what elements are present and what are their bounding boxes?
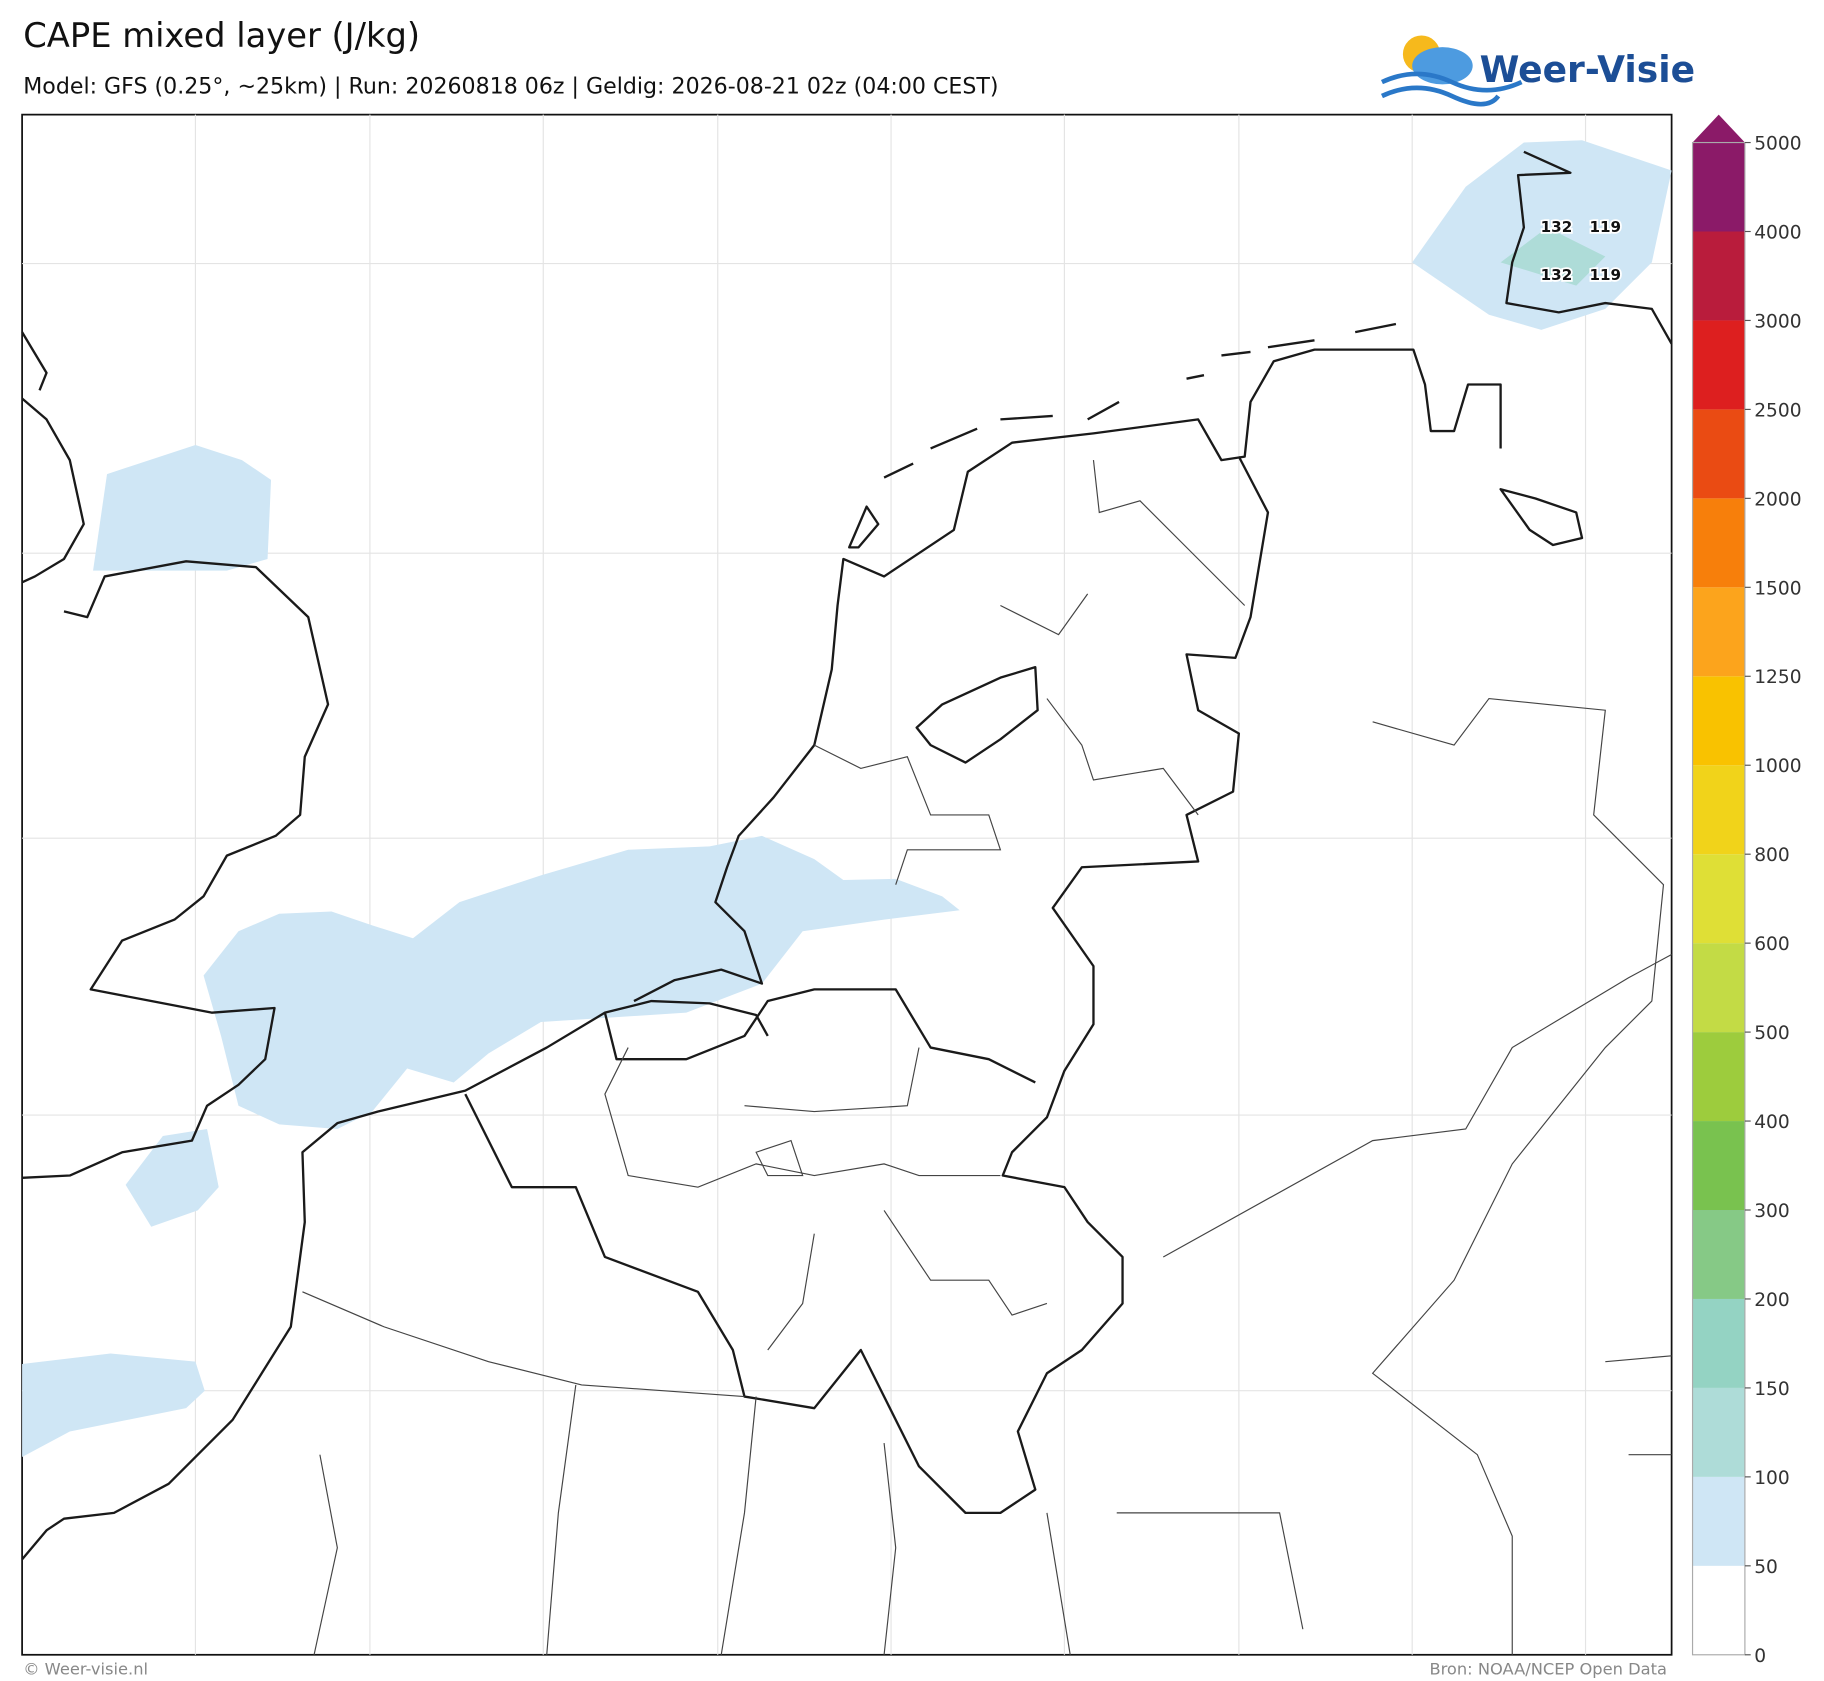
- colorbar: 0 50 100 150 200 300 400 500 600 800 1000 1250 1500 2…: [1691, 114, 1802, 1667]
- colorbar-band: [1692, 1032, 1745, 1122]
- colorbar-band: [1692, 409, 1745, 499]
- point-labels: 132 119 132 119: [1539, 216, 1623, 285]
- colorbar-tick-label: 200: [1754, 1290, 1790, 1311]
- colorbar-band: [1692, 676, 1745, 766]
- footer-right: Bron: NOAA/NCEP Open Data: [1429, 1660, 1667, 1679]
- colorbar-tick-label: 400: [1754, 1112, 1790, 1133]
- colorbar-tick-label: 1000: [1754, 756, 1801, 777]
- colorbar-band: [1692, 1565, 1745, 1655]
- colorbar-band: [1692, 320, 1745, 410]
- colorbar-extend: [1692, 114, 1745, 143]
- colorbar-tick-label: 50: [1754, 1557, 1778, 1578]
- point-label: 119: [1590, 266, 1622, 284]
- title: CAPE mixed layer (J/kg): [23, 16, 420, 55]
- colorbar-band: [1692, 1387, 1745, 1477]
- colorbar-band: [1692, 854, 1745, 944]
- logo: Weer-Visie: [1380, 35, 1695, 107]
- point-label: 119: [1590, 218, 1622, 236]
- colorbar-band: [1692, 1121, 1745, 1211]
- colorbar-tick-label: 800: [1754, 845, 1790, 866]
- colorbar-tick-label: 2500: [1754, 400, 1801, 421]
- cape-areas: [22, 140, 1672, 1458]
- colorbar-tick-label: 0: [1754, 1646, 1766, 1667]
- colorbar-tick-label: 1500: [1754, 578, 1801, 599]
- colorbar-tick-label: 2000: [1754, 489, 1801, 510]
- colorbar-tick-label: 5000: [1754, 134, 1801, 155]
- colorbar-band: [1692, 498, 1745, 588]
- colorbar-tick-label: 600: [1754, 934, 1790, 955]
- colorbar-band: [1692, 943, 1745, 1033]
- colorbar-frame: [1691, 141, 1746, 1656]
- colorbar-band: [1692, 142, 1745, 232]
- colorbar-band: [1692, 587, 1745, 677]
- subtitle: Model: GFS (0.25°, ~25km) | Run: 2026081…: [23, 74, 998, 100]
- colorbar-tick-label: 100: [1754, 1468, 1790, 1489]
- borders: [302, 456, 1672, 1655]
- logo-text: Weer-Visie: [1480, 49, 1695, 91]
- colorbar-tick-label: 500: [1754, 1023, 1790, 1044]
- colorbar-band: [1692, 1298, 1745, 1388]
- colorbar-band: [1692, 765, 1745, 855]
- colorbar-tick-label: 3000: [1754, 311, 1801, 332]
- colorbar-tick-label: 300: [1754, 1201, 1790, 1222]
- coastlines: [21, 150, 1673, 1561]
- map: 132 119 132 119: [21, 113, 1673, 1656]
- footer-left: © Weer-visie.nl: [23, 1660, 148, 1679]
- point-label: 132: [1541, 266, 1573, 284]
- colorbar-band: [1692, 231, 1745, 321]
- colorbar-tick-label: 4000: [1754, 222, 1801, 243]
- colorbar-band: [1692, 1210, 1745, 1299]
- colorbar-tick-label: 1250: [1754, 667, 1801, 688]
- colorbar-tick-label: 150: [1754, 1379, 1790, 1400]
- colorbar-band: [1692, 1476, 1745, 1566]
- point-label: 132: [1541, 218, 1573, 236]
